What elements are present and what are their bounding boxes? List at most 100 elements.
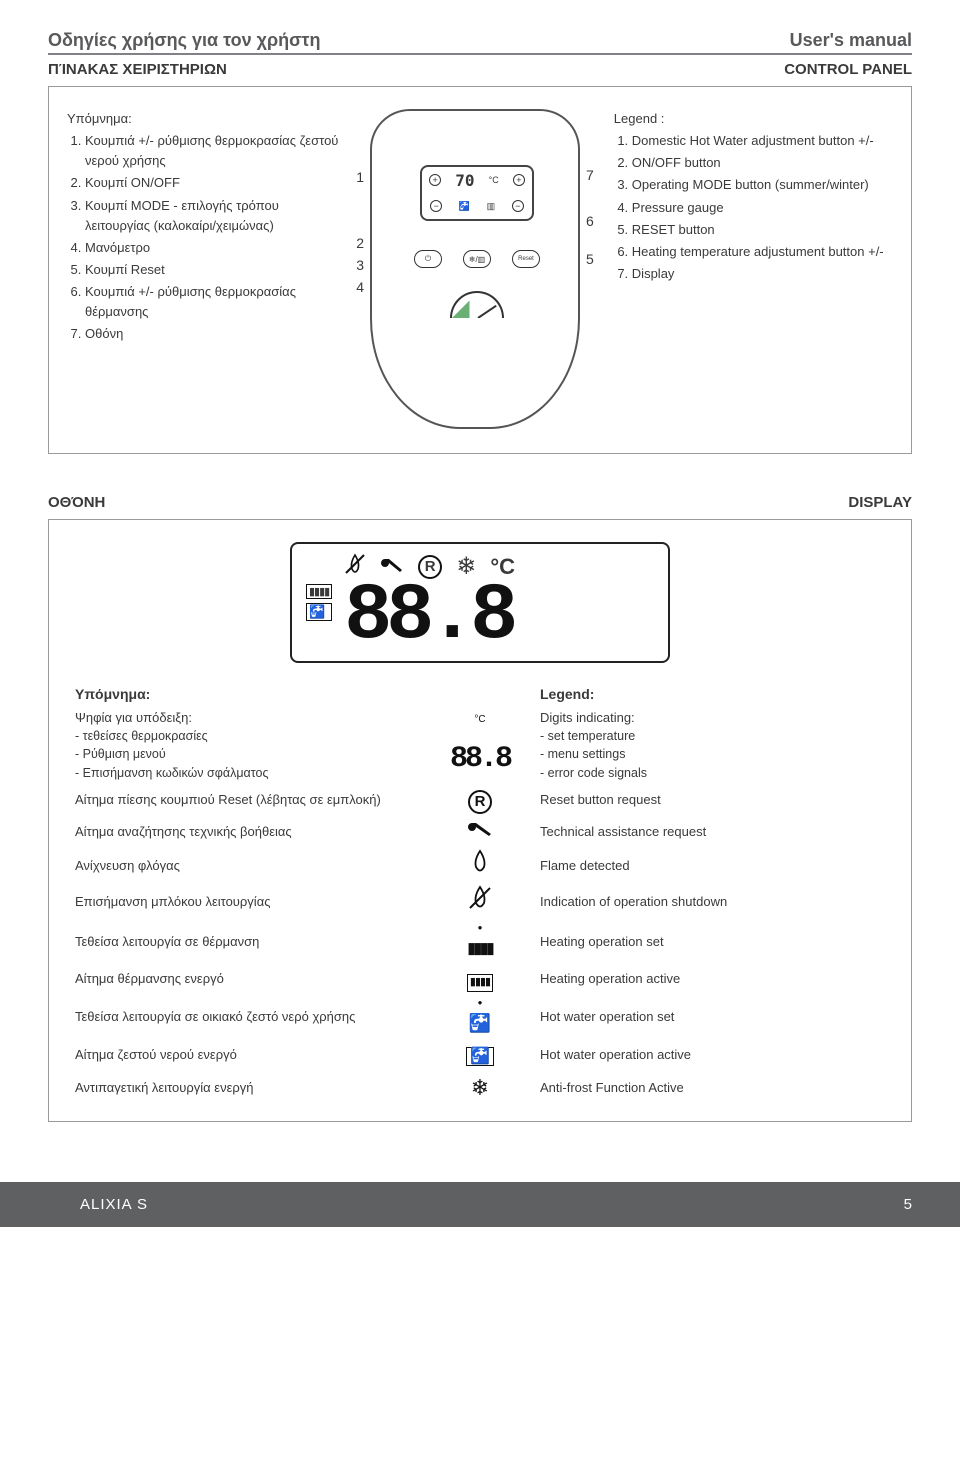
greek-item-5: Κουμπί Reset bbox=[85, 260, 346, 280]
gr-row-4: Επισήμανση μπλόκου λειτουργίας bbox=[75, 893, 420, 911]
right-callouts: 7 6 5 bbox=[586, 109, 594, 267]
en-row-2: Technical assistance request bbox=[540, 823, 885, 841]
eng-legend-list: Domestic Hot Water adjustment button +/-… bbox=[614, 131, 893, 284]
degc-icon: °C bbox=[489, 175, 499, 185]
eng-item-2: ON/OFF button bbox=[632, 153, 893, 173]
gr-row-0-label: Ψηφία για υπόδειξη: bbox=[75, 710, 192, 725]
section2-left: ΟΘΌΝΗ bbox=[48, 494, 105, 511]
greek-legend: Υπόμνημα: Κουμπιά +/- ρύθμισης θερμοκρασ… bbox=[67, 109, 346, 347]
icon-r: R bbox=[440, 786, 520, 814]
greek-item-3: Κουμπί MODE - επιλογής τρόπου λειτουργία… bbox=[85, 196, 346, 236]
en-row-0: Digits indicating: - set temperature - m… bbox=[540, 709, 885, 783]
greek-item-4: Μανόμετρο bbox=[85, 238, 346, 258]
gr-row-0-sub1: - τεθείσες θερμοκρασίες bbox=[75, 729, 208, 743]
gr-row-8: Αίτημα ζεστού νερού ενεργό bbox=[75, 1046, 420, 1064]
gr-row-9: Αντιπαγετική λειτουργία ενεργή bbox=[75, 1079, 420, 1097]
icon-flame-x bbox=[440, 886, 520, 918]
seg-small: 88.8 bbox=[450, 742, 510, 776]
page-number: 5 bbox=[904, 1196, 912, 1213]
callout-6: 6 bbox=[586, 213, 594, 229]
eng-item-1: Domestic Hot Water adjustment button +/- bbox=[632, 131, 893, 151]
dhw-plus-minus: + bbox=[429, 174, 441, 186]
greek-item-1: Κουμπιά +/- ρύθμισης θερμοκρασίας ζεστού… bbox=[85, 131, 346, 171]
lcd-panel: ▮▮▮▮ 🚰 R ❄ °C 88.8 bbox=[290, 542, 670, 663]
en-row-7: Hot water operation set bbox=[540, 1008, 885, 1026]
brand-label: ALIXIA S bbox=[80, 1196, 148, 1213]
gr-row-0-sub2: - Ρύθμιση μενού bbox=[75, 747, 166, 761]
gr-legend-title: Υπόμνημα: bbox=[75, 685, 420, 705]
seven-segment-large: 88.8 bbox=[344, 581, 654, 653]
radiator-boxed-icon: ▮▮▮▮ bbox=[306, 584, 332, 599]
gr-row-0: Ψηφία για υπόδειξη: - τεθείσες θερμοκρασ… bbox=[75, 709, 420, 783]
icon-seg: °C 88.8 bbox=[440, 710, 520, 780]
lcd-screen: + 70 °C + − 🚰 ▥ − bbox=[420, 165, 534, 221]
eng-item-4: Pressure gauge bbox=[632, 198, 893, 218]
lcd-temp: 70 bbox=[455, 171, 474, 190]
en-row-0-sub3: - error code signals bbox=[540, 766, 647, 780]
greek-item-6: Κουμπιά +/- ρύθμισης θερμοκρασίας θέρμαν… bbox=[85, 282, 346, 322]
en-legend-title: Legend: bbox=[540, 685, 885, 705]
en-row-0-label: Digits indicating: bbox=[540, 710, 635, 725]
heat-plus-minus: + bbox=[513, 174, 525, 186]
tap-boxed-icon: 🚰 bbox=[306, 603, 332, 621]
section2-right: DISPLAY bbox=[848, 494, 912, 511]
en-row-1: Reset button request bbox=[540, 791, 885, 809]
callout-4: 4 bbox=[356, 279, 364, 295]
eng-item-6: Heating temperature adjustument button +… bbox=[632, 242, 893, 262]
icon-flame bbox=[440, 850, 520, 882]
callout-1: 1 bbox=[356, 169, 364, 185]
en-row-9: Anti-frost Function Active bbox=[540, 1079, 885, 1097]
section-control-panel: ΠΊΝΑΚΑΣ ΧΕΙΡΙΣΤΗΡΙΩΝ CONTROL PANEL bbox=[48, 61, 912, 78]
device-diagram: 1 2 3 4 + 70 °C + bbox=[356, 109, 594, 429]
greek-item-7: Οθόνη bbox=[85, 324, 346, 344]
en-row-4: Indication of operation shutdown bbox=[540, 893, 885, 911]
display-box: ▮▮▮▮ 🚰 R ❄ °C 88.8 Υπό bbox=[48, 519, 912, 1122]
gr-row-7: Τεθείσα λειτουργία σε οικιακό ζεστό νερό… bbox=[75, 1008, 420, 1026]
minus-icon: − bbox=[430, 200, 442, 212]
eng-item-5: RESET button bbox=[632, 220, 893, 240]
left-callouts: 1 2 3 4 bbox=[356, 109, 364, 295]
gr-row-0-sub3: - Επισήμανση κωδικών σφάλματος bbox=[75, 766, 269, 780]
minus-icon-2: − bbox=[512, 200, 524, 212]
icon-tap-box: 🚰 bbox=[440, 1041, 520, 1069]
device-body: + 70 °C + − 🚰 ▥ − bbox=[370, 109, 580, 429]
icon-rad-box: ▮▮▮▮ bbox=[440, 965, 520, 993]
pressure-gauge bbox=[450, 291, 504, 323]
callout-5: 5 bbox=[586, 251, 594, 267]
section-display: ΟΘΌΝΗ DISPLAY bbox=[48, 494, 912, 511]
mode-button: ❄/▥ bbox=[463, 250, 491, 268]
gr-row-6: Αίτημα θέρμανσης ενεργό bbox=[75, 970, 420, 988]
callout-7: 7 bbox=[586, 167, 594, 183]
en-row-8: Hot water operation active bbox=[540, 1046, 885, 1064]
page-footer: ALIXIA S 5 bbox=[0, 1182, 960, 1227]
gr-row-2: Αίτημα αναζήτησης τεχνικής βοήθειας bbox=[75, 823, 420, 841]
eng-item-3: Operating MODE button (summer/winter) bbox=[632, 175, 893, 195]
gr-row-1: Αίτημα πίεσης κουμπιού Reset (λέβητας σε… bbox=[75, 791, 420, 809]
icon-wrench bbox=[440, 818, 520, 846]
lcd-left-icons: ▮▮▮▮ 🚰 bbox=[306, 584, 332, 621]
plus-icon: + bbox=[429, 174, 441, 186]
gr-row-3: Ανίχνευση φλόγας bbox=[75, 857, 420, 875]
callout-3: 3 bbox=[356, 257, 364, 273]
section1-left: ΠΊΝΑΚΑΣ ΧΕΙΡΙΣΤΗΡΙΩΝ bbox=[48, 61, 227, 78]
power-button: ⏻ bbox=[414, 250, 442, 268]
eng-legend-title: Legend : bbox=[614, 109, 893, 129]
section1-right: CONTROL PANEL bbox=[784, 61, 912, 78]
tap-mini-icon: 🚰 bbox=[459, 201, 470, 212]
header-right: User's manual bbox=[790, 30, 912, 51]
rad-mini-icon: ▥ bbox=[487, 201, 496, 212]
icon-tap-dot: ●🚰 bbox=[440, 997, 520, 1036]
control-panel-box: Υπόμνημα: Κουμπιά +/- ρύθμισης θερμοκρασ… bbox=[48, 86, 912, 454]
greek-legend-title: Υπόμνημα: bbox=[67, 109, 346, 129]
plus-icon-2: + bbox=[513, 174, 525, 186]
icon-rad-dot: ●▮▮▮▮ bbox=[440, 922, 520, 961]
en-row-0-sub2: - menu settings bbox=[540, 747, 625, 761]
greek-legend-list: Κουμπιά +/- ρύθμισης θερμοκρασίας ζεστού… bbox=[67, 131, 346, 344]
en-row-3: Flame detected bbox=[540, 857, 885, 875]
gr-row-5: Τεθείσα λειτουργία σε θέρμανση bbox=[75, 933, 420, 951]
display-legend-grid: Υπόμνημα: Legend: Ψηφία για υπόδειξη: - … bbox=[75, 685, 885, 1103]
english-legend: Legend : Domestic Hot Water adjustment b… bbox=[604, 109, 893, 286]
icon-snow: ❄ bbox=[440, 1073, 520, 1104]
en-row-0-sub1: - set temperature bbox=[540, 729, 635, 743]
en-row-6: Heating operation active bbox=[540, 970, 885, 988]
